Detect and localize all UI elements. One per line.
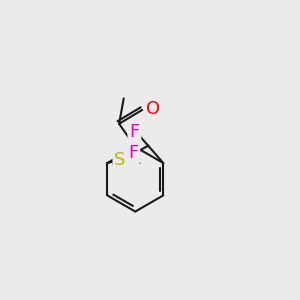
Text: S: S [114,151,126,169]
Text: O: O [146,100,160,118]
Text: F: F [128,144,138,162]
Text: F: F [129,123,140,141]
